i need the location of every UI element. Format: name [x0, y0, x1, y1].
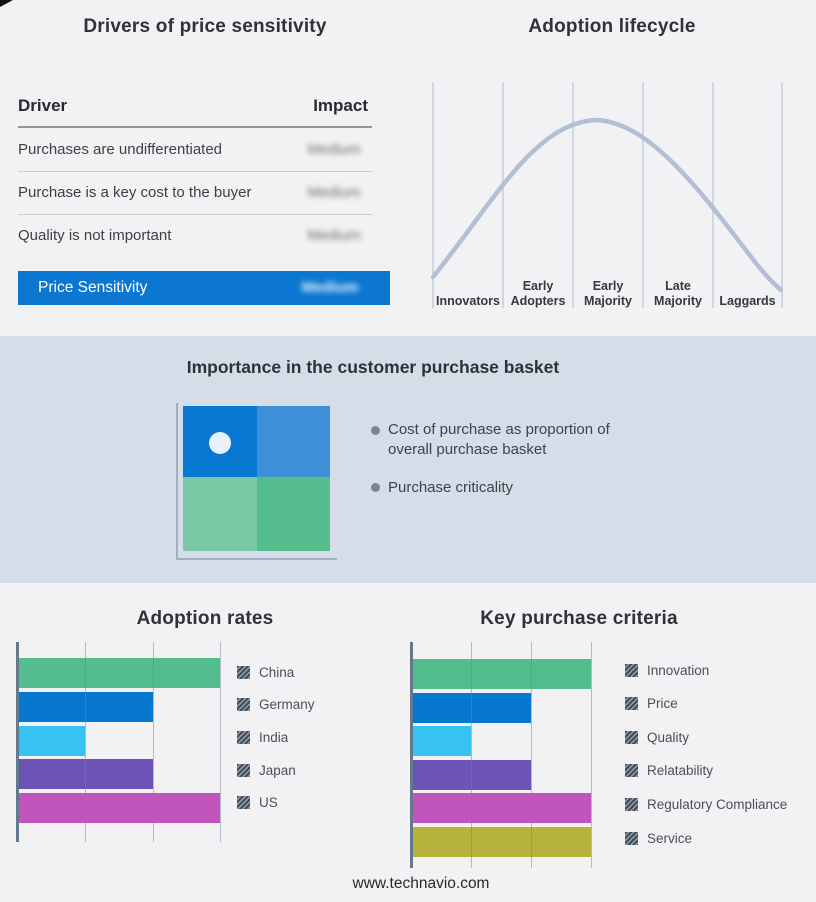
stage-label: Late Majority: [654, 279, 702, 308]
legend-item: Relatability: [625, 763, 713, 779]
stage-label: Innovators: [436, 293, 500, 308]
quadrant-y-axis: [176, 403, 178, 559]
hatched-swatch-icon: [625, 797, 638, 811]
driver-cell: Purchases are undifferentiated: [18, 141, 223, 158]
legend-label: India: [259, 729, 289, 745]
legend-label: US: [259, 795, 278, 811]
table-row: Quality is not important Medium: [18, 214, 372, 257]
bullet-item: Cost of purchase as proportion of overal…: [388, 421, 610, 458]
legend-label: Quality: [647, 729, 690, 745]
hatched-swatch-icon: [237, 763, 250, 777]
footer-url: www.technavio.com: [352, 875, 490, 892]
hatched-swatch-icon: [237, 665, 250, 679]
hatched-swatch-icon: [625, 730, 638, 744]
table-row: Purchase is a key cost to the buyer Medi…: [18, 171, 372, 215]
hatched-swatch-icon: [625, 764, 638, 778]
adoption-rates-title: Adoption rates: [136, 608, 274, 629]
column-header-impact: Impact: [313, 96, 368, 115]
bullet-dot: [371, 426, 380, 435]
corner-fold-mark: [0, 0, 13, 7]
table-row: Purchases are undifferentiated Medium: [18, 128, 372, 172]
quadrant-top-left: [183, 406, 257, 477]
purchase-basket-quadrant: [183, 406, 330, 551]
legend-label: Relatability: [647, 763, 714, 779]
legend-item: Germany: [237, 697, 315, 713]
chart-y-axis: [410, 642, 413, 868]
bullet-item: Purchase criticality: [388, 479, 514, 496]
chart-y-axis: [16, 642, 19, 842]
quadrant-bottom-left: [183, 477, 257, 551]
legend-label: Japan: [259, 762, 296, 778]
bar-us: [19, 793, 220, 824]
column-header-driver: Driver: [18, 96, 68, 115]
hatched-swatch-icon: [237, 698, 250, 712]
legend-label: Germany: [259, 697, 315, 713]
legend-item: China: [237, 664, 294, 680]
impact-cell-blurred: Medium: [307, 184, 361, 201]
legend-item: US: [237, 795, 278, 811]
lifecycle-panel-title: Adoption lifecycle: [528, 16, 696, 37]
legend-label: Price: [647, 696, 678, 712]
drivers-panel-title: Drivers of price sensitivity: [83, 16, 327, 37]
stage-label: Early Adopters: [510, 279, 566, 308]
legend-item: Regulatory Compliance: [625, 796, 787, 812]
chart-gridline: [152, 642, 154, 842]
legend-item: Price: [625, 696, 678, 712]
chart-gridline: [471, 642, 473, 868]
stage-divider-lines: [432, 82, 783, 308]
bar-china: [19, 658, 220, 688]
legend-item: Quality: [625, 729, 689, 745]
legend-label: China: [259, 664, 295, 680]
adoption-lifecycle-chart: [430, 82, 784, 308]
legend-item: India: [237, 729, 288, 745]
hatched-swatch-icon: [237, 730, 250, 744]
chart-gridline: [531, 642, 533, 868]
hatched-swatch-icon: [237, 796, 250, 810]
hatched-swatch-icon: [625, 831, 638, 845]
quadrant-top-right: [256, 406, 330, 477]
hatched-swatch-icon: [625, 697, 638, 711]
price-sensitivity-bar: Price Sensitivity Medium: [18, 271, 390, 305]
chart-gridline: [85, 642, 86, 842]
basket-panel-title: Importance in the customer purchase bask…: [186, 357, 560, 377]
key-purchase-criteria-title: Key purchase criteria: [480, 608, 678, 629]
legend-item: Japan: [237, 762, 296, 778]
table-header-divider: [18, 126, 372, 128]
bar-regulatory-compliance: [413, 793, 591, 824]
stage-label: Laggards: [719, 293, 776, 308]
purchase-basket-band: Importance in the customer purchase bask…: [0, 336, 816, 583]
price-sensitivity-label: Price Sensitivity: [38, 279, 148, 296]
driver-cell: Quality is not important: [18, 227, 172, 244]
chart-gridline: [590, 642, 592, 868]
impact-cell-blurred: Medium: [301, 279, 359, 296]
legend-label: Service: [647, 830, 693, 846]
bullet-dot: [371, 483, 380, 492]
bar-quality: [413, 726, 472, 757]
quadrant-bottom-right: [256, 477, 330, 551]
bar-india: [19, 725, 85, 756]
impact-cell-blurred: Medium: [307, 227, 361, 244]
bar-service: [413, 827, 591, 857]
stage-label: Early Majority: [584, 279, 632, 308]
legend-item: Innovation: [625, 662, 709, 678]
legend-item: Service: [625, 830, 692, 846]
driver-cell: Purchase is a key cost to the buyer: [18, 184, 252, 201]
impact-cell-blurred: Medium: [307, 141, 361, 158]
legend-label: Innovation: [647, 662, 710, 678]
position-marker-dot: [209, 432, 231, 454]
bell-curve: [430, 117, 784, 293]
hatched-swatch-icon: [625, 663, 638, 677]
quadrant-x-axis: [176, 558, 337, 560]
bar-innovation: [413, 659, 591, 689]
legend-label: Regulatory Compliance: [647, 796, 788, 812]
chart-gridline: [220, 642, 221, 842]
